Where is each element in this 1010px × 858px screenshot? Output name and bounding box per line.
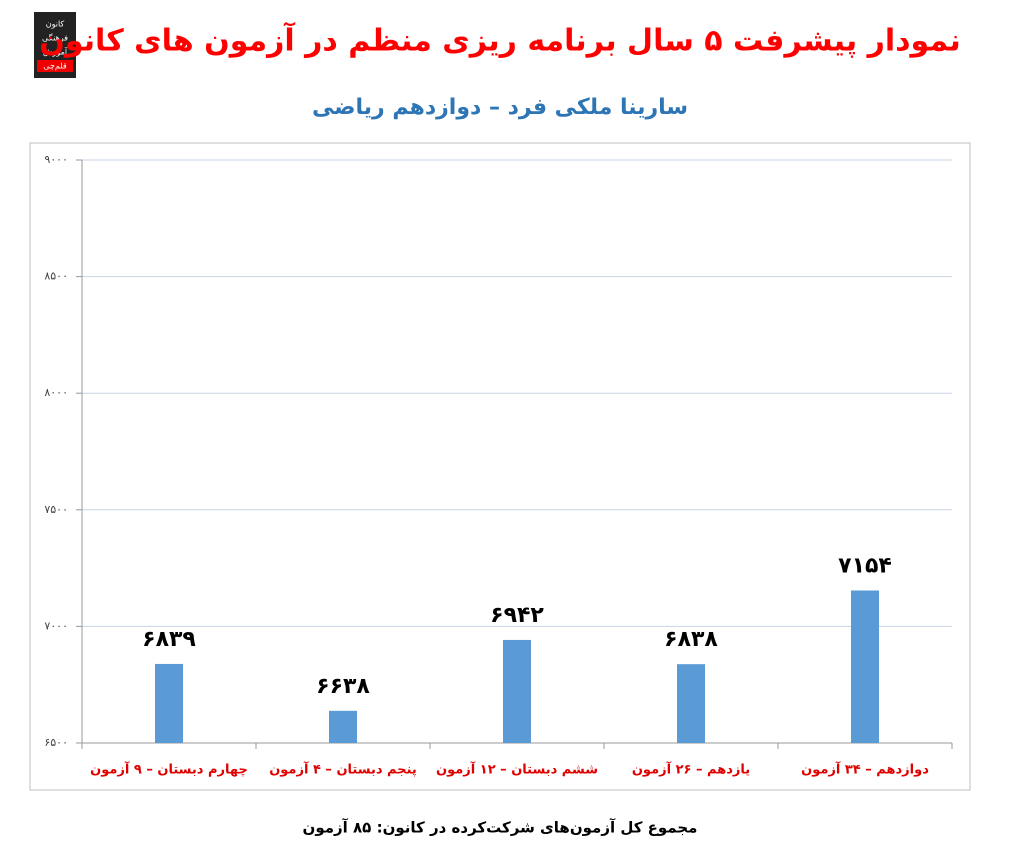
data-label: ۶۸۳۸ [664, 627, 718, 652]
x-tick-label: یازدهم – ۲۶ آزمون [632, 761, 750, 778]
bar [155, 663, 183, 743]
logo-text: قلم‌چی [43, 62, 67, 71]
logo-text: فرهنگی [42, 33, 68, 43]
data-label: ۷۱۵۴ [838, 553, 892, 578]
bar [851, 590, 879, 743]
logo-text: آموزش [43, 47, 68, 57]
logo-text: کانون [46, 20, 65, 29]
y-tick-label: ۷۵۰۰ [44, 503, 68, 516]
bar [329, 710, 357, 743]
x-tick-label: چهارم دبستان – ۹ آزمون [90, 761, 248, 778]
plot-frame [29, 142, 971, 791]
chart-subtitle: سارینا ملکی فرد – دوازدهم ریاضی [312, 95, 688, 120]
logo-band [37, 60, 73, 72]
data-label: ۶۸۳۹ [142, 627, 196, 652]
x-tick-label: دوازدهم – ۳۴ آزمون [801, 761, 929, 778]
y-tick-label: ۹۰۰۰ [44, 153, 68, 166]
footer-note: مجموع کل آزمون‌های شرکت‌کرده در کانون: ۸… [303, 819, 698, 837]
bar [677, 664, 705, 743]
y-tick-label: ۶۵۰۰ [44, 736, 68, 749]
y-tick-label: ۸۵۰۰ [44, 270, 68, 283]
data-label: ۶۶۳۸ [316, 674, 370, 699]
x-tick-label: پنجم دبستان – ۴ آزمون [269, 761, 417, 778]
y-tick-label: ۸۰۰۰ [44, 386, 68, 399]
chart-title: نمودار پیشرفت ۵ سال برنامه ریزی منظم در … [39, 22, 960, 59]
x-tick-label: ششم دبستان – ۱۲ آزمون [436, 761, 598, 778]
data-label: ۶۹۴۲ [490, 603, 544, 628]
y-tick-label: ۷۰۰۰ [44, 619, 68, 632]
bar [503, 639, 531, 743]
